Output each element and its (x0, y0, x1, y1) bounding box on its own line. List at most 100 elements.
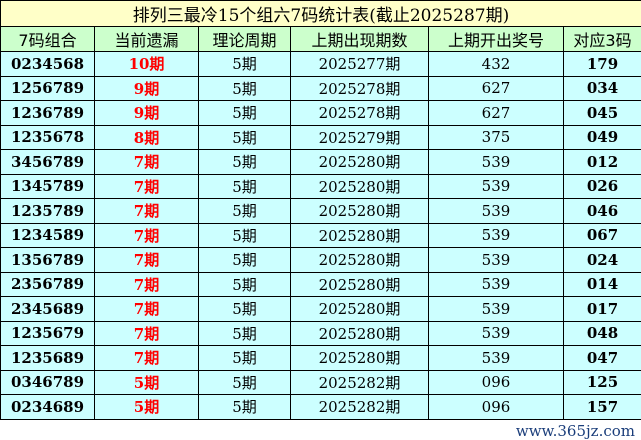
cell-combo: 2356789 (1, 272, 95, 297)
cell-code: 045 (564, 101, 641, 126)
cell-miss: 5期 (95, 370, 199, 395)
cell-combo: 1345789 (1, 174, 95, 199)
cell-last-number: 539 (429, 321, 564, 346)
cell-combo: 1235689 (1, 346, 95, 371)
cell-last-number: 627 (429, 76, 564, 101)
cell-last-issue: 2025277期 (291, 52, 429, 77)
cell-combo: 1236789 (1, 101, 95, 126)
cell-last-issue: 2025280期 (291, 223, 429, 248)
cell-last-number: 539 (429, 150, 564, 175)
cell-period: 5期 (199, 346, 291, 371)
cell-last-issue: 2025278期 (291, 101, 429, 126)
cell-miss: 7期 (95, 174, 199, 199)
cell-period: 5期 (199, 150, 291, 175)
cell-code: 034 (564, 76, 641, 101)
cell-code: 125 (564, 370, 641, 395)
cell-period: 5期 (199, 321, 291, 346)
cell-miss: 7期 (95, 297, 199, 322)
cell-code: 046 (564, 199, 641, 224)
cell-code: 047 (564, 346, 641, 371)
cell-miss: 7期 (95, 199, 199, 224)
cell-last-issue: 2025280期 (291, 150, 429, 175)
cell-last-issue: 2025282期 (291, 395, 429, 420)
header-period: 理论周期 (199, 27, 291, 52)
cell-last-number: 375 (429, 125, 564, 150)
cell-last-issue: 2025280期 (291, 248, 429, 273)
cell-period: 5期 (199, 101, 291, 126)
cell-combo: 1235789 (1, 199, 95, 224)
cell-combo: 1234589 (1, 223, 95, 248)
cell-code: 179 (564, 52, 641, 77)
cell-miss: 7期 (95, 223, 199, 248)
cell-combo: 0234568 (1, 52, 95, 77)
cell-period: 5期 (199, 272, 291, 297)
cell-last-issue: 2025280期 (291, 297, 429, 322)
cell-miss: 8期 (95, 125, 199, 150)
cell-last-issue: 2025280期 (291, 346, 429, 371)
header-code: 对应3码 (564, 27, 641, 52)
table-title: 排列三最冷15个组六7码统计表(截止2025287期) (1, 1, 641, 27)
cell-combo: 1256789 (1, 76, 95, 101)
cell-miss: 10期 (95, 52, 199, 77)
cell-code: 014 (564, 272, 641, 297)
cell-code: 017 (564, 297, 641, 322)
cell-code: 049 (564, 125, 641, 150)
cell-combo: 1356789 (1, 248, 95, 273)
cell-code: 024 (564, 248, 641, 273)
cell-period: 5期 (199, 395, 291, 420)
cell-last-number: 539 (429, 272, 564, 297)
cell-last-number: 539 (429, 297, 564, 322)
cell-last-issue: 2025280期 (291, 272, 429, 297)
stats-table: 排列三最冷15个组六7码统计表(截止2025287期) 7码组合当前遗漏理论周期… (0, 0, 641, 420)
cell-last-number: 539 (429, 174, 564, 199)
cell-miss: 7期 (95, 150, 199, 175)
cell-combo: 3456789 (1, 150, 95, 175)
cell-last-number: 539 (429, 248, 564, 273)
cell-code: 048 (564, 321, 641, 346)
header-miss: 当前遗漏 (95, 27, 199, 52)
watermark: www.365jz.com (0, 420, 641, 440)
header-combo: 7码组合 (1, 27, 95, 52)
cell-period: 5期 (199, 125, 291, 150)
cell-code: 067 (564, 223, 641, 248)
cell-miss: 7期 (95, 321, 199, 346)
cell-period: 5期 (199, 174, 291, 199)
header-last-number: 上期开出奖号 (429, 27, 564, 52)
cell-last-number: 096 (429, 395, 564, 420)
cell-last-number: 096 (429, 370, 564, 395)
cell-last-number: 539 (429, 346, 564, 371)
cell-miss: 7期 (95, 346, 199, 371)
cell-period: 5期 (199, 76, 291, 101)
cell-last-issue: 2025282期 (291, 370, 429, 395)
cell-combo: 0346789 (1, 370, 95, 395)
cell-last-issue: 2025280期 (291, 174, 429, 199)
cell-period: 5期 (199, 52, 291, 77)
cell-miss: 9期 (95, 101, 199, 126)
cell-combo: 1235679 (1, 321, 95, 346)
cell-combo: 1235678 (1, 125, 95, 150)
cell-period: 5期 (199, 297, 291, 322)
cell-last-issue: 2025278期 (291, 76, 429, 101)
cell-combo: 0234689 (1, 395, 95, 420)
cell-last-number: 432 (429, 52, 564, 77)
cell-last-number: 539 (429, 199, 564, 224)
cell-miss: 7期 (95, 248, 199, 273)
cell-last-issue: 2025280期 (291, 199, 429, 224)
cell-code: 012 (564, 150, 641, 175)
cell-period: 5期 (199, 199, 291, 224)
cell-combo: 2345689 (1, 297, 95, 322)
